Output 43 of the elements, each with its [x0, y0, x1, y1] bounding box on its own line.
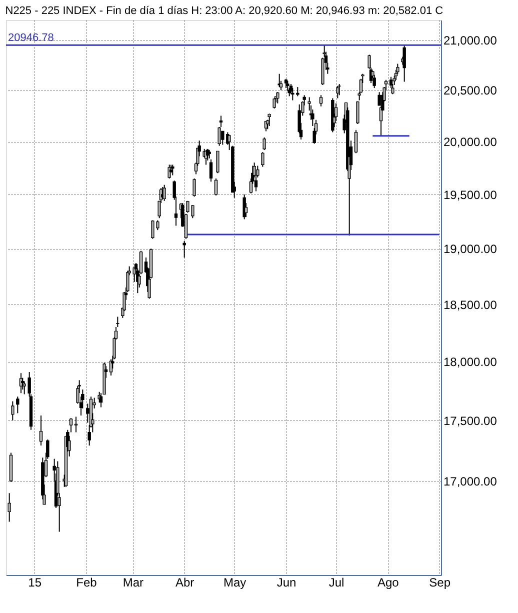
x-tick-label: Sep: [429, 576, 451, 590]
ref-line-label: 20946.78: [8, 32, 54, 44]
candlestick: [261, 152, 264, 168]
y-tick-label: 17,000.00: [444, 474, 498, 488]
x-tick-label: Ago: [377, 576, 400, 590]
y-tick-label: 20,000.00: [444, 135, 498, 150]
y-tick-label: 20,500.00: [444, 84, 498, 98]
candlestick: [16, 396, 20, 414]
candlestick: [209, 158, 213, 182]
x-tick-label: Jul: [328, 576, 344, 590]
candlestick: [116, 316, 120, 328]
y-tick-label: 19,500.00: [444, 188, 498, 202]
candlestick: [182, 240, 186, 258]
candlestick: [284, 78, 288, 89]
candlestick: [338, 83, 341, 96]
y-tick-label: 18,000.00: [444, 355, 498, 370]
y-tick-label: 21,000.00: [444, 33, 498, 48]
x-tick-label: 15: [28, 576, 42, 590]
x-tick-label: Feb: [76, 576, 98, 590]
candlestick: [21, 377, 24, 390]
candlestick: [74, 416, 78, 433]
x-tick-label: Jun: [276, 576, 296, 590]
y-tick-label: 17,500.00: [444, 414, 498, 428]
candlestick: [286, 80, 290, 92]
candlestick: [39, 415, 43, 446]
candlestick: [8, 492, 11, 522]
candlestick: [214, 178, 218, 196]
candlestick: [319, 94, 323, 107]
candlestick: [192, 178, 196, 198]
candlestick: [268, 113, 271, 127]
candlestick: [162, 184, 166, 202]
x-tick-label: Mar: [122, 576, 144, 590]
candlestick: [262, 136, 266, 150]
y-tick-label: 18,500.00: [444, 298, 498, 312]
candlestick: [336, 86, 340, 99]
candlestick: [216, 150, 220, 174]
y-tick-label: 19,000.00: [444, 242, 498, 256]
candlestick: [354, 130, 358, 154]
chart-title: N225 - 225 INDEX - Fin de día 1 días H: 23:00 A: 20,920.60 M: 20,946.93 m: 20,582.01 C: [5, 5, 444, 17]
x-tick-label: Abr: [175, 576, 194, 590]
candlestick: [11, 400, 14, 421]
x-tick-label: May: [223, 576, 246, 590]
candlestick: [86, 403, 90, 424]
